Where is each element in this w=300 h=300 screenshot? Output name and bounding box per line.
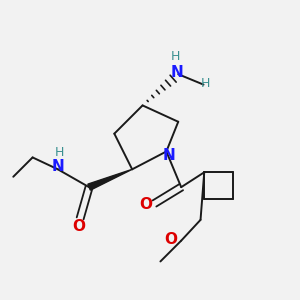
Text: H: H — [171, 50, 180, 64]
Text: N: N — [52, 159, 64, 174]
Polygon shape — [88, 169, 132, 190]
Text: N: N — [163, 148, 176, 164]
Text: N: N — [170, 65, 183, 80]
Text: O: O — [139, 197, 152, 212]
Text: O: O — [164, 232, 177, 247]
Text: H: H — [55, 146, 64, 160]
Text: H: H — [200, 76, 210, 90]
Text: O: O — [72, 219, 85, 234]
